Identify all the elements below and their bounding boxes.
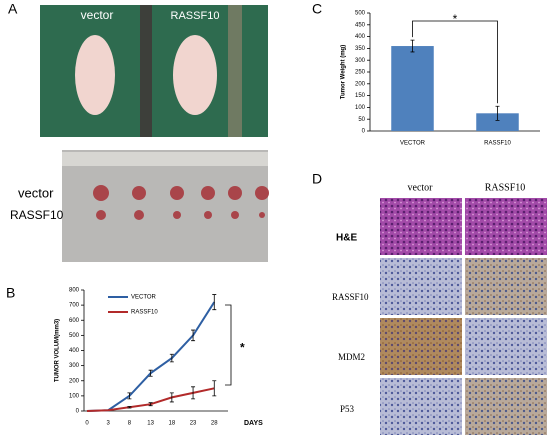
row-label: P53 [340,404,355,414]
y-tick-label: 400 [69,348,80,354]
ruler [228,5,242,137]
error-bar [127,392,132,400]
y-tick-label: 500 [355,11,366,17]
y-tick-label: 200 [69,378,80,384]
x-tick-label: VECTOR [400,141,426,147]
error-bar [127,406,132,409]
error-bar [148,369,153,377]
x-axis-label: DAYS [244,420,263,427]
x-tick-label: 13 [147,421,154,427]
y-tick-label: 200 [355,81,366,87]
legend-label: RASSF10 [131,310,158,316]
y-tick-label: 800 [69,288,80,294]
mouse [75,35,115,115]
micrograph [465,258,547,315]
series-line [86,301,216,412]
annotation: * [453,12,458,26]
y-tick-label: 0 [362,129,366,135]
x-tick-label: RASSF10 [484,141,511,147]
y-tick-label: 150 [355,93,366,99]
photo-label: RASSF10 [171,10,220,22]
error-bar [191,386,196,400]
tumors [93,185,269,220]
series-line [86,387,215,412]
y-tick-label: 300 [69,363,80,369]
y-tick-label: 50 [358,117,365,123]
micrograph [380,318,462,375]
y-tick-label: 700 [69,303,80,309]
error-bar [169,392,174,403]
error-bar [148,402,153,407]
x-tick-label: 18 [169,421,176,427]
panel-label: B [6,285,15,301]
micrograph [380,198,462,255]
micrograph [465,318,547,375]
y-tick-label: 350 [355,46,366,52]
panel-label: A [8,1,18,17]
y-tick-label: 100 [69,393,80,399]
micrograph [380,258,462,315]
row-label: MDM2 [338,352,365,362]
panel-label: D [312,171,322,187]
x-tick-label: 8 [128,421,132,427]
mouse [173,35,217,115]
ruler [140,5,152,137]
photo [62,150,268,262]
photo-label: vector [81,8,114,22]
annotation: * [240,341,245,355]
y-axis-label: Tumor Weight (mg) [341,45,347,99]
error-bar [191,329,196,342]
significance-bracket [225,304,232,386]
x-tick-label: 0 [85,421,89,427]
significance-bracket [412,20,498,104]
micrograph [465,198,547,255]
error-bar [169,353,174,363]
y-tick-label: 100 [355,105,366,111]
y-tick-label: 250 [355,70,366,76]
column-label: RASSF10 [485,182,526,193]
micrograph [380,378,462,435]
y-axis-label: TUMOR VOLUM(mm3) [55,319,61,382]
ruler [62,152,268,166]
error-bar [495,105,500,121]
y-tick-label: 450 [355,22,366,28]
x-tick-label: 3 [107,421,111,427]
x-tick-label: 23 [190,421,197,427]
y-tick-label: 400 [355,34,366,40]
error-bar [212,380,217,397]
panel-label: C [312,1,322,17]
y-tick-label: 600 [69,318,80,324]
error-bar [212,294,217,311]
x-tick-label: 28 [211,421,218,427]
micrograph [465,378,547,435]
column-label: vector [408,182,434,193]
y-tick-label: 300 [355,58,366,64]
bar [391,46,434,131]
row-label: H&E [336,233,357,244]
y-tick-label: 0 [76,409,80,415]
row-label: vector [18,185,54,200]
bar [476,113,519,131]
legend-label: VECTOR [131,295,157,301]
y-tick-label: 500 [69,333,80,339]
row-label: RASSF10 [332,292,369,302]
error-bar [410,39,415,53]
row-label: RASSF10 [10,208,64,222]
